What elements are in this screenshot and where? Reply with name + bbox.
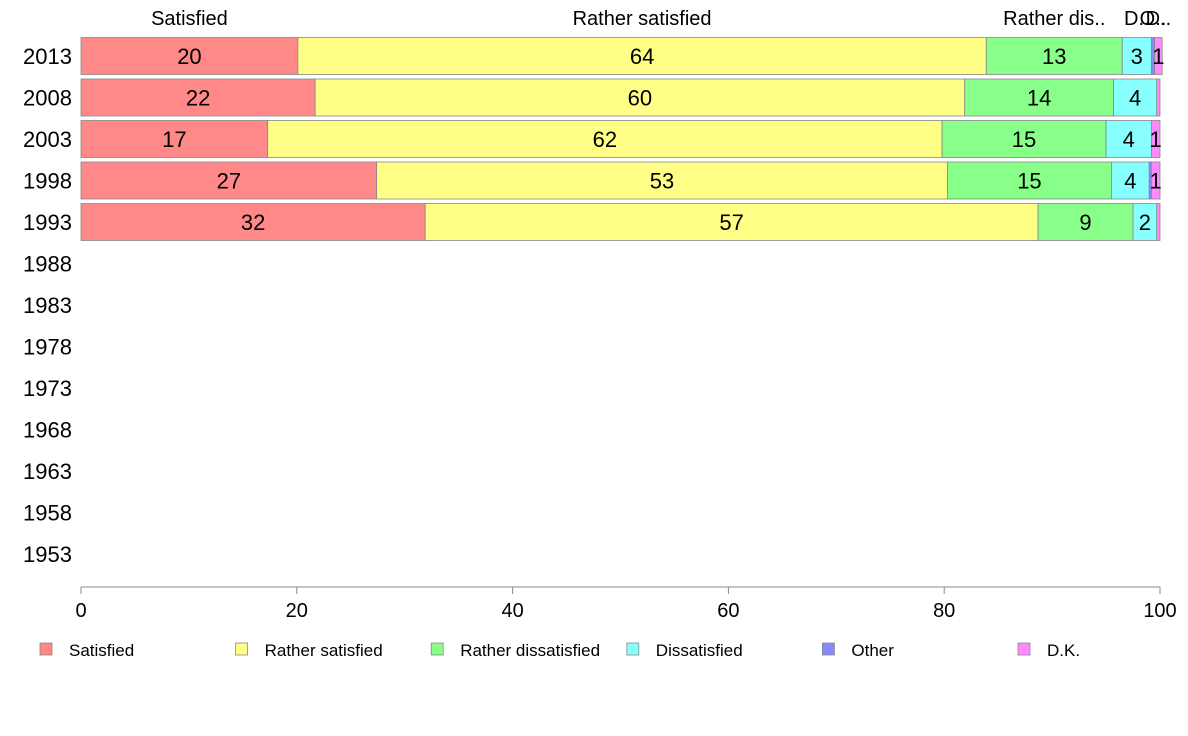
bar-label-2013-1: 64 <box>630 44 654 69</box>
bar-label-2008-2: 14 <box>1027 86 1051 111</box>
bar-label-1993-1: 57 <box>719 210 743 235</box>
y-label-1978: 1978 <box>23 335 72 360</box>
bar-2003-2 <box>941 120 1107 158</box>
bar-value-labels: 20 64 13 3 122 60 14 417 62 15 4 127 53 15 4 132 57 9 2 <box>162 44 1164 235</box>
legend-label-2: Rather dissatisfied <box>460 641 600 660</box>
bar-1998-1 <box>376 161 948 200</box>
y-label-2013: 2013 <box>23 44 72 69</box>
bar-2003-1 <box>267 120 943 158</box>
bar-label-2008-3: 4 <box>1129 86 1141 111</box>
y-label-1988: 1988 <box>23 252 72 277</box>
legend: Satisfied Rather satisfied Rather dissatis… <box>39 641 1080 660</box>
bar-label-2008-1: 60 <box>628 86 652 111</box>
y-label-1958: 1958 <box>23 501 72 526</box>
bar-label-2003-3: 4 <box>1123 127 1135 152</box>
y-label-1973: 1973 <box>23 376 72 401</box>
y-label-2003: 2003 <box>23 127 72 152</box>
y-label-2008: 2008 <box>23 86 72 111</box>
bar-label-2013-2: 13 <box>1042 44 1066 69</box>
x-tick-label-60: 60 <box>717 600 739 622</box>
bar-label-2003-2: 15 <box>1012 127 1036 152</box>
bar-2008-2 <box>964 78 1115 117</box>
bar-1993-1 <box>424 203 1039 241</box>
y-label-1998: 1998 <box>23 169 72 194</box>
bar-2013-5 <box>1154 37 1163 75</box>
bar-label-1998-0: 27 <box>217 169 241 194</box>
bar-1998-0 <box>80 161 378 200</box>
top-label-1: Rather satisfied <box>573 8 712 30</box>
bar-label-2003-1: 62 <box>593 127 617 152</box>
x-tick-label-100: 100 <box>1143 600 1176 622</box>
y-label-1993: 1993 <box>23 210 72 235</box>
legend-swatch-0 <box>39 642 53 656</box>
bar-label-1998-1: 53 <box>650 169 674 194</box>
bar-label-2003-5: 1 <box>1150 127 1162 152</box>
bar-label-1993-2: 9 <box>1079 210 1091 235</box>
legend-label-4: Other <box>851 641 894 660</box>
bar-label-1998-2: 15 <box>1017 169 1041 194</box>
x-tick-label-40: 40 <box>501 600 523 622</box>
bar-2013-3 <box>1121 37 1152 75</box>
bar-label-1998-3: 4 <box>1124 169 1136 194</box>
legend-label-0: Satisfied <box>69 641 134 660</box>
bar-2003-0 <box>80 120 269 158</box>
bars <box>80 37 1163 241</box>
top-label-3: D.. <box>1124 8 1150 30</box>
bar-label-1993-3: 2 <box>1139 210 1151 235</box>
x-tick-label-0: 0 <box>75 600 86 622</box>
x-tick-label-80: 80 <box>933 600 955 622</box>
bar-label-2008-0: 22 <box>186 86 210 111</box>
legend-swatch-1 <box>235 642 249 656</box>
bar-2013-0 <box>80 37 299 75</box>
bar-1998-3 <box>1111 161 1150 200</box>
legend-label-3: Dissatisfied <box>656 641 743 660</box>
top-label-2: Rather dis.. <box>1003 8 1105 30</box>
legend-label-5: D.K. <box>1047 641 1080 660</box>
top-label-0: Satisfied <box>151 8 228 30</box>
bar-label-2013-5: 1 <box>1152 44 1164 69</box>
bar-label-1993-0: 32 <box>241 210 265 235</box>
legend-label-1: Rather satisfied <box>265 641 383 660</box>
top-label-4: O.. <box>1140 8 1167 30</box>
bar-label-2013-0: 20 <box>177 44 201 69</box>
bar-2008-0 <box>80 78 316 117</box>
bar-label-2003-0: 17 <box>162 127 186 152</box>
legend-swatch-3 <box>626 642 640 656</box>
legend-swatch-5 <box>1017 642 1031 656</box>
top-label-5: D.. <box>1146 8 1172 30</box>
x-axis: 0 20 40 60 80 100 <box>75 586 1177 622</box>
bar-1998-2 <box>947 161 1112 200</box>
legend-swatch-4 <box>822 642 835 656</box>
bar-2003-3 <box>1105 120 1152 158</box>
y-label-1953: 1953 <box>23 542 72 567</box>
bar-2008-3 <box>1113 78 1158 117</box>
bar-2013-2 <box>985 37 1123 75</box>
bar-2008-1 <box>314 78 966 117</box>
top-category-labels: Satisfied Rather satisfied Rather dis.. D..… <box>151 8 1171 30</box>
y-label-1983: 1983 <box>23 293 72 318</box>
y-label-1963: 1963 <box>23 459 72 484</box>
y-label-1968: 1968 <box>23 418 72 443</box>
y-axis-labels: 2013 2008 2003 1998 1993 1988 1983 1978 1973 1968… <box>23 44 72 567</box>
bar-label-1998-5: 1 <box>1150 169 1162 194</box>
bar-1998-5 <box>1150 161 1161 200</box>
bar-1993-0 <box>80 203 426 241</box>
bar-label-2013-3: 3 <box>1131 44 1143 69</box>
bar-2008-5 <box>1156 78 1161 117</box>
bar-1993-5 <box>1156 203 1161 241</box>
x-tick-label-20: 20 <box>286 600 308 622</box>
bar-2003-5 <box>1150 120 1161 158</box>
legend-swatch-2 <box>430 642 444 656</box>
